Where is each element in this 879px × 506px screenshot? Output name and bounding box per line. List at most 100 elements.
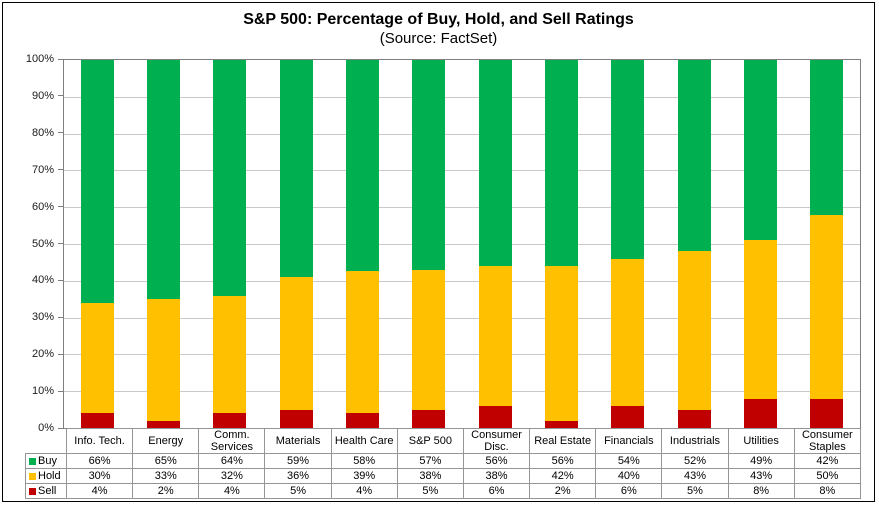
bar-stack xyxy=(412,60,446,428)
bar-segment-hold xyxy=(412,269,446,410)
bar-segment-buy xyxy=(345,60,379,272)
bar-segment-hold xyxy=(345,271,379,414)
bars xyxy=(64,60,860,428)
y-tick-mark xyxy=(58,132,63,134)
buy-legend-swatch-icon xyxy=(29,457,36,465)
bar-segment-buy xyxy=(412,60,446,270)
legend-label: Buy xyxy=(38,455,57,468)
legend-key: Sell xyxy=(27,485,65,498)
value-cell: 6% xyxy=(595,483,663,500)
bar-segment-hold xyxy=(279,277,313,410)
value-cell: 43% xyxy=(661,468,729,485)
table-header-row: Info. Tech. Energy Comm. Services Materials… xyxy=(26,427,862,455)
bar-stack xyxy=(611,60,645,428)
y-tick-label: 60% xyxy=(31,200,54,213)
series-row-buy: Buy 66% 65% 64% 59% 58% 57% 56% 56% 54% 52% 49% 42% xyxy=(25,453,862,470)
bar-segment-sell xyxy=(743,398,777,428)
gridline xyxy=(64,317,860,319)
legend-key: Buy xyxy=(27,455,65,468)
value-cell: 36% xyxy=(264,468,332,485)
category-header-cell: Energy xyxy=(132,427,200,455)
gridline xyxy=(64,170,860,172)
value-cell: 4% xyxy=(330,483,398,500)
y-tick-label: 80% xyxy=(31,126,54,139)
bar-segment-sell xyxy=(810,398,844,428)
series-row-hold: Hold 30% 33% 32% 36% 39% 38% 38% 42% 40% 43% 43% 50% xyxy=(25,468,862,485)
y-tick-label: 0% xyxy=(38,422,54,434)
bar-column-8 xyxy=(528,60,594,428)
category-header-cell: Utilities xyxy=(727,427,795,455)
plot-area xyxy=(63,59,861,429)
y-tick-label: 100% xyxy=(25,53,54,65)
bar-column-9 xyxy=(595,60,661,428)
bar-segment-hold xyxy=(146,299,180,421)
bar-segment-buy xyxy=(279,60,313,278)
legend-cell-sell: Sell xyxy=(25,483,67,500)
bar-stack xyxy=(213,60,247,428)
y-tick-label: 40% xyxy=(31,274,54,287)
category-header-cell: Materials xyxy=(264,427,332,455)
value-cell: 33% xyxy=(132,468,200,485)
bar-stack xyxy=(345,60,379,428)
value-cell: 57% xyxy=(396,453,464,470)
value-cell: 30% xyxy=(65,468,134,485)
value-cell: 32% xyxy=(198,468,266,485)
category-header-cell: Financials xyxy=(595,427,663,455)
bar-column-5 xyxy=(329,60,395,428)
bar-column-6 xyxy=(396,60,462,428)
category-header-cell: Consumer Disc. xyxy=(462,427,531,455)
y-tick-label: 70% xyxy=(31,163,54,176)
bar-stack xyxy=(279,60,313,428)
category-header-cell: Industrials xyxy=(661,427,729,455)
series-row-sell: Sell 4% 2% 4% 5% 4% 5% 6% 2% 6% 5% 8% 8% xyxy=(25,483,862,500)
value-cell: 4% xyxy=(198,483,266,500)
legend-label: Hold xyxy=(38,470,61,483)
bar-segment-sell xyxy=(544,420,578,428)
gridline xyxy=(64,280,860,282)
bar-stack xyxy=(544,60,578,428)
category-header-cell: Real Estate xyxy=(529,427,597,455)
value-cell: 5% xyxy=(396,483,464,500)
category-header-cell: Comm. Services xyxy=(198,427,266,455)
category-header-cell: Info. Tech. xyxy=(65,427,134,455)
bar-segment-sell xyxy=(80,413,114,428)
bar-segment-buy xyxy=(810,60,844,215)
value-cell: 49% xyxy=(727,453,795,470)
y-tick-mark xyxy=(58,279,63,281)
value-cell: 56% xyxy=(462,453,531,470)
bar-stack xyxy=(80,60,114,428)
bar-segment-hold xyxy=(213,295,247,414)
bar-segment-sell xyxy=(412,409,446,428)
y-tick-mark xyxy=(58,427,63,429)
value-cell: 52% xyxy=(661,453,729,470)
bar-segment-sell xyxy=(345,413,379,428)
sell-legend-swatch-icon xyxy=(29,487,36,495)
bar-stack xyxy=(677,60,711,428)
legend-cell-hold: Hold xyxy=(25,468,67,485)
y-tick-mark xyxy=(58,58,63,60)
value-cell: 42% xyxy=(793,453,862,470)
category-header-cell: S&P 500 xyxy=(396,427,464,455)
y-axis: 0% 10% 20% 30% 40% 50% 60% 70% 80% 90% 100% xyxy=(3,53,63,434)
bar-segment-hold xyxy=(478,266,512,406)
bar-stack xyxy=(743,60,777,428)
bar-segment-hold xyxy=(80,302,114,414)
gridline xyxy=(64,391,860,393)
gridline xyxy=(64,354,860,356)
legend-label: Sell xyxy=(38,485,57,498)
value-cell: 6% xyxy=(462,483,531,500)
bar-segment-buy xyxy=(544,60,578,267)
y-tick-mark xyxy=(58,390,63,392)
value-cell: 56% xyxy=(529,453,597,470)
legend-key: Hold xyxy=(27,470,65,483)
y-tick-label: 20% xyxy=(31,348,54,361)
gridline xyxy=(64,207,860,209)
y-tick-label: 90% xyxy=(31,89,54,102)
chart-subtitle: (Source: FactSet) xyxy=(379,30,498,47)
bar-stack xyxy=(146,60,180,428)
value-cell: 50% xyxy=(793,468,862,485)
value-cell: 43% xyxy=(727,468,795,485)
bar-column-4 xyxy=(263,60,329,428)
gridlines xyxy=(64,60,860,428)
value-cell: 59% xyxy=(264,453,332,470)
